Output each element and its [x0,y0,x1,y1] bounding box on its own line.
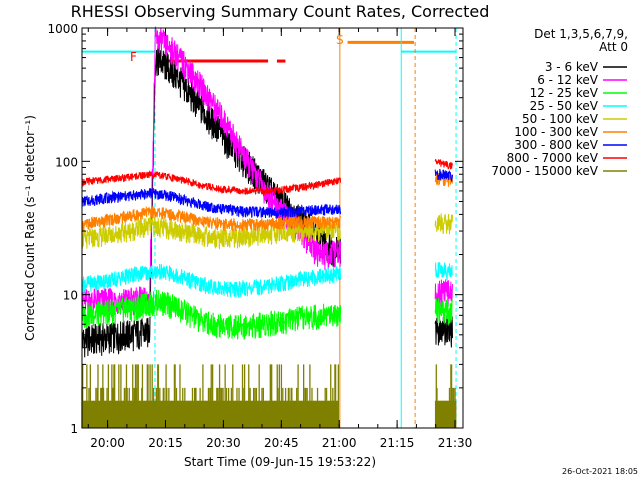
series-line-after-gap-6-12kev [434,279,453,309]
series-line-25-50kev [81,263,342,298]
x-tick-label: 20:00 [90,436,125,450]
x-axis: 20:00 20:15 20:30 20:45 21:00 21:15 21:30 [87,28,473,450]
legend-label: 800 - 7000 keV [507,151,599,165]
y-axis: 1 10 100 1000 [47,22,463,436]
flare-flag-label: F [130,50,137,64]
y-tick-label: 100 [55,155,78,169]
x-tick-label: 21:00 [322,436,357,450]
series-line-after-gap-25-50kev [434,261,453,281]
flag-bars [82,40,457,63]
legend-label: 300 - 800 keV [514,138,598,152]
x-tick-label: 21:30 [438,436,473,450]
series-line-100-300kev [81,205,342,233]
legend-label: 25 - 50 keV [530,99,599,113]
plot-frame [81,27,464,429]
x-tick-label: 20:45 [264,436,299,450]
y-tick-label: 1000 [47,22,78,36]
chart-title: RHESSI Observing Summary Count Rates, Co… [71,2,490,21]
series-line-after-gap-12-25kev [434,298,453,325]
y-tick-label: 1 [70,422,78,436]
legend-label: 50 - 100 keV [522,112,599,126]
x-tick-label: 21:15 [380,436,415,450]
series-line-50-100kev [81,216,341,250]
legend-label: 7000 - 15000 keV [491,164,598,178]
legend-label: 3 - 6 keV [545,60,599,74]
series-line-after-gap-300-800kev [434,168,453,183]
series-line-800-7000kev [81,170,342,196]
series-line-after-gap-100-300kev [434,172,453,187]
legend-label: 100 - 300 keV [514,125,598,139]
x-tick-label: 20:30 [206,436,241,450]
x-axis-label: Start Time (09-Jun-15 19:53:22) [184,455,376,469]
legend-label: 12 - 25 keV [530,86,599,100]
series-line-12-25kev [81,289,342,340]
saa-flag-label: S [336,33,344,47]
legend-label: 6 - 12 keV [537,73,599,87]
series-line-after-gap-800-7000kev [434,158,453,170]
x-tick-label: 20:15 [148,436,183,450]
legend-header-2: Att 0 [599,40,628,54]
footer-date: 26-Oct-2021 18:05 [562,467,638,476]
y-axis-label: Corrected Count Rate (s⁻¹ detector⁻¹) [23,115,37,341]
series-line-6-12kev [81,26,342,317]
y-tick-label: 10 [63,289,78,303]
series-line-after-gap-3-6kev [434,315,453,348]
legend-header-1: Det 1,3,5,6,7,9, [534,27,628,41]
series-line-after-gap-50-100kev [434,213,453,235]
series-7000-15000kev-bars [81,364,457,428]
series-lines [81,26,457,428]
series-line-300-800kev [81,187,342,219]
